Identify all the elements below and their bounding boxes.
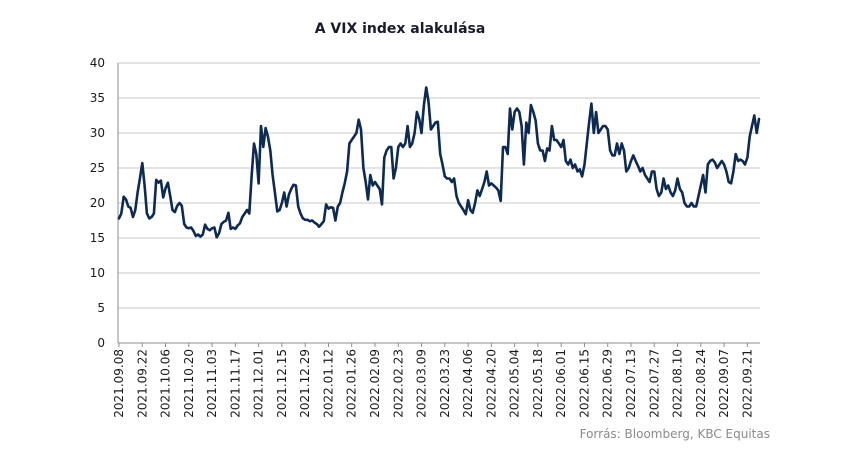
x-tick-label: 2022.01.26: [345, 349, 359, 418]
y-tick-label: 5: [97, 301, 105, 315]
x-tick-label: 2022.08.24: [694, 349, 708, 418]
axes: [117, 63, 760, 344]
x-tick-label: 2021.11.17: [228, 349, 242, 418]
x-tick-label: 2022.05.18: [531, 349, 545, 418]
source-note: Forrás: Bloomberg, KBC Equitas: [580, 427, 770, 441]
x-tick-label: 2022.04.06: [461, 349, 475, 418]
series-group: [117, 86, 761, 239]
x-tick-label: 2021.11.03: [205, 349, 219, 418]
x-tick-label: 2022.02.09: [368, 349, 382, 418]
x-tick-label: 2022.07.27: [647, 349, 661, 418]
x-tick-label: 2021.09.08: [112, 349, 126, 418]
vix-series-line: [117, 86, 761, 239]
x-tick-label: 2022.06.15: [577, 349, 591, 418]
y-tick-label: 35: [90, 91, 105, 105]
x-tick-label: 2022.04.20: [484, 349, 498, 418]
y-axis-ticks: 0 5 10 15 20 25 30 35 40: [90, 56, 105, 350]
x-tick-label: 2021.10.06: [159, 349, 173, 418]
x-tick-label: 2022.09.21: [740, 349, 754, 418]
x-tick-label: 2021.12.01: [252, 349, 266, 418]
x-tick-label: 2022.02.23: [391, 349, 405, 418]
y-tick-label: 20: [90, 196, 105, 210]
x-tick-label: 2021.12.29: [298, 349, 312, 418]
x-tick-label: 2021.12.15: [275, 349, 289, 418]
x-axis-ticks: 2021.09.08 2021.09.22 2021.10.06 2021.10.20…: [112, 343, 754, 418]
x-tick-label: 2022.07.13: [624, 349, 638, 418]
x-tick-label: 2022.05.04: [508, 349, 522, 418]
y-tick-label: 40: [90, 56, 105, 70]
y-tick-label: 25: [90, 161, 105, 175]
y-tick-label: 0: [97, 336, 105, 350]
x-tick-label: 2022.03.09: [415, 349, 429, 418]
x-tick-label: 2021.10.20: [182, 349, 196, 418]
y-tick-label: 30: [90, 126, 105, 140]
x-tick-label: 2022.06.01: [554, 349, 568, 418]
x-tick-label: 2021.09.22: [135, 349, 149, 418]
x-tick-label: 2022.06.29: [601, 349, 615, 418]
y-tick-label: 10: [90, 266, 105, 280]
chart-title: A VIX index alakulása: [315, 21, 486, 37]
x-tick-label: 2022.01.12: [321, 349, 335, 418]
y-tick-label: 15: [90, 231, 105, 245]
x-tick-label: 2022.09.07: [717, 349, 731, 418]
x-tick-label: 2022.08.10: [671, 349, 685, 418]
x-tick-label: 2022.03.23: [438, 349, 452, 418]
